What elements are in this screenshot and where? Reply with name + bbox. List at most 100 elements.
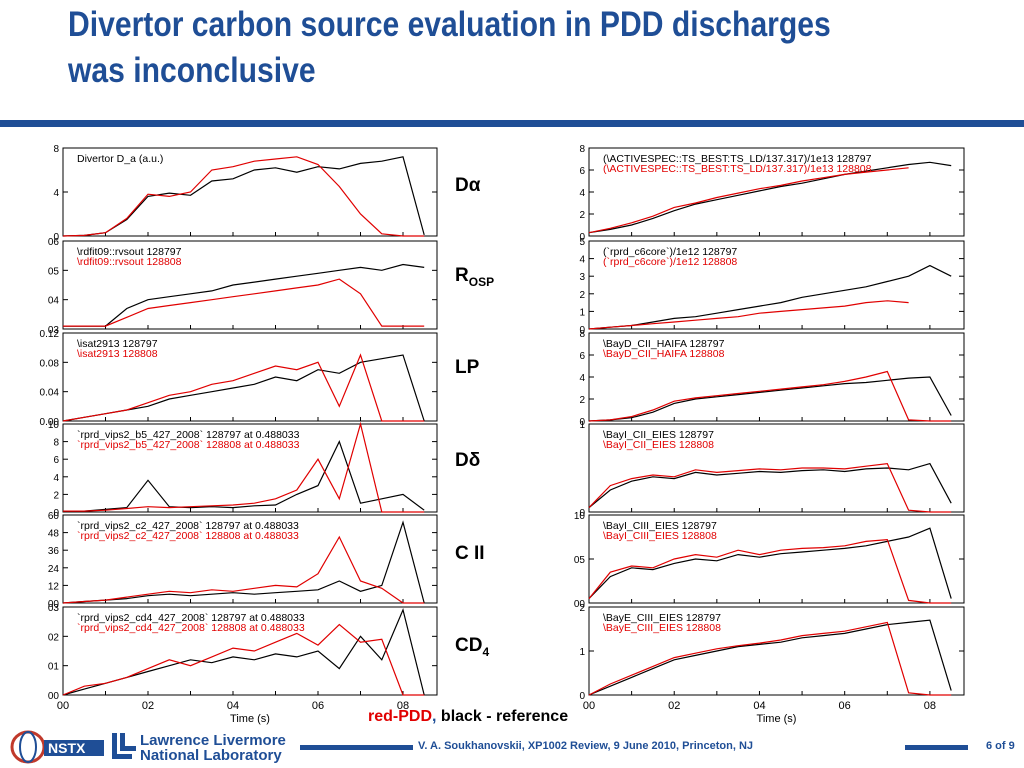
y-tick-label: 12 [48, 581, 60, 592]
llnl-logo-mark [112, 733, 136, 759]
y-tick-label: 05 [48, 266, 60, 277]
panel-label: Divertor D_a (a.u.) [77, 153, 163, 165]
panel-left-4: 00 12 24 36 48 60 `rprd_vips2_c2_427_2008` 128… [48, 511, 438, 610]
legend-note: red-PDD, black - reference [368, 708, 568, 726]
series-reference-line [63, 263, 425, 327]
footer-line-right [905, 745, 968, 750]
legend-comma: , [432, 708, 437, 725]
y-tick-label: 5 [579, 237, 585, 248]
series-reference-line [588, 619, 952, 696]
panel-label: \BayI_CIII_EIES 128808 [603, 530, 717, 542]
y-tick-label: 00 [48, 599, 60, 610]
x-tick-label: 04 [227, 700, 239, 712]
panel-left-1: 03 04 05 06\rdfit09::rvsout 128797\rdfit09:… [48, 237, 438, 336]
y-tick-label: 8 [579, 329, 585, 340]
y-tick-label: 04 [48, 296, 60, 307]
y-tick-label: 00 [48, 691, 60, 702]
panel-left-5: 00 01 02 03 00 02 04 06 08 Time (s) `rprd_vips2_cd… [48, 603, 438, 725]
y-tick-label: 0 [53, 508, 59, 519]
x-tick-label: 08 [924, 700, 936, 712]
y-tick-label: 6 [53, 455, 59, 466]
panel-right-5: 0 1 2 00 02 04 06 08 Time (s) \BayE_CIII_EIES 128… [579, 603, 965, 725]
series-pdd-line [588, 462, 952, 513]
y-tick-label: 1 [579, 647, 585, 658]
panel-frame [588, 147, 965, 237]
panel-label: `rprd_vips2_c2_427_2008` 128797 at 0.488… [77, 520, 299, 532]
y-tick-label: 2 [579, 210, 585, 221]
y-tick-label: 3 [579, 272, 585, 283]
panel-label: (`rprd_c6core`)/1e12 128808 [603, 256, 737, 268]
panel-label: `rprd_vips2_cd4_427_2008` 128808 at 0.48… [77, 622, 305, 634]
slide-title: Divertor carbon source evaluation in PDD… [68, 5, 831, 90]
series-pdd-line [588, 300, 909, 330]
x-axis-label: Time (s) [230, 713, 270, 725]
y-tick-label: 0 [579, 325, 585, 336]
y-tick-label: 10 [574, 511, 586, 522]
label-r-osp-sub: OSP [468, 274, 495, 289]
panel-frame [588, 240, 965, 330]
y-tick-label: 2 [579, 290, 585, 301]
label-d-alpha: Dα [455, 175, 481, 196]
x-axis-label: Time (s) [757, 713, 797, 725]
panel-frame [588, 423, 965, 513]
series-pdd-line [63, 421, 425, 513]
llnl-logo-text: Lawrence Livermore National Laboratory [140, 733, 286, 763]
series-pdd-line [62, 535, 425, 604]
panel-label: `rprd_vips2_b5_427_2008` 128797 at 0.488… [77, 429, 300, 441]
label-lp: LP [455, 357, 480, 378]
y-tick-label: 8 [579, 144, 585, 155]
y-tick-label: 8 [53, 438, 59, 449]
y-tick-label: 05 [574, 555, 586, 566]
panel-label: \isat2913 128797 [77, 338, 158, 350]
series-pdd-line [588, 621, 952, 696]
y-tick-label: 00 [574, 599, 586, 610]
y-tick-label: 0.00 [40, 417, 60, 428]
llnl-line1: Lawrence Livermore [140, 732, 286, 749]
panel-label: \BayD_CII_HAIFA 128797 [603, 338, 725, 350]
x-tick-label: 02 [668, 700, 680, 712]
y-tick-label: 24 [48, 564, 60, 575]
y-tick-label: 0.04 [40, 388, 60, 399]
y-tick-label: 0 [579, 417, 585, 428]
panel-label: \BayI_CII_EIES 128808 [603, 439, 714, 451]
panel-label: \BayE_CIII_EIES 128797 [603, 612, 721, 624]
panel-label: \BayE_CIII_EIES 128808 [603, 622, 721, 634]
panel-label: \rdfit09::rvsout 128797 [77, 246, 182, 258]
panel-label: \BayI_CII_EIES 128797 [603, 429, 714, 441]
panel-label: \BayI_CIII_EIES 128797 [603, 520, 717, 532]
legend-black: black - reference [436, 708, 569, 725]
panel-label: `rprd_vips2_b5_427_2008` 128808 at 0.488… [77, 439, 300, 451]
series-pdd-line [62, 623, 425, 696]
y-tick-label: 02 [48, 632, 60, 643]
y-tick-label: 0 [579, 508, 585, 519]
y-tick-label: 03 [48, 325, 60, 336]
nstx-logo-text: NSTX [48, 740, 86, 756]
label-cd4: CD4 [455, 635, 489, 659]
y-tick-label: 4 [579, 255, 585, 266]
label-cd4-main: CD [455, 635, 483, 656]
series-reference-line [62, 156, 425, 237]
series-pdd-line [62, 353, 425, 422]
y-tick-label: 36 [48, 546, 60, 557]
y-tick-label: 06 [48, 237, 60, 248]
panel-left-0: 0 4 8 Divertor D_a (a.u.) [53, 144, 438, 243]
y-tick-label: 0 [53, 232, 59, 243]
y-tick-label: 01 [48, 662, 60, 673]
y-tick-label: 0 [579, 232, 585, 243]
y-tick-label: 8 [53, 144, 59, 155]
legend-red: red-PDD [368, 708, 433, 725]
nstx-logo: NSTX [10, 730, 104, 764]
y-tick-label: 48 [48, 529, 60, 540]
panel-right-3: 01\BayI_CII_EIES 128797\BayI_CII_EIES 12… [579, 420, 965, 519]
y-tick-label: 1 [579, 420, 585, 431]
panel-label: \isat2913 128808 [77, 348, 158, 360]
label-cd4-sub: 4 [482, 644, 490, 659]
panel-right-1: 0 1 2 3 4 5 (`rprd_c6core`)/1e12 128797(`rprd_… [579, 237, 965, 336]
panel-right-0: 0 2 4 6 8(\ACTIVESPEC::TS_BEST:TS_LD/137.317… [579, 144, 965, 243]
panel-left-3: 0 2 4 6 8 10 `rprd_vips2_b5_427_2008` 128797 a… [48, 420, 438, 519]
llnl-line2: National Laboratory [140, 747, 282, 764]
y-tick-label: 03 [48, 603, 60, 614]
y-tick-label: 4 [53, 188, 59, 199]
y-tick-label: 4 [53, 473, 59, 484]
